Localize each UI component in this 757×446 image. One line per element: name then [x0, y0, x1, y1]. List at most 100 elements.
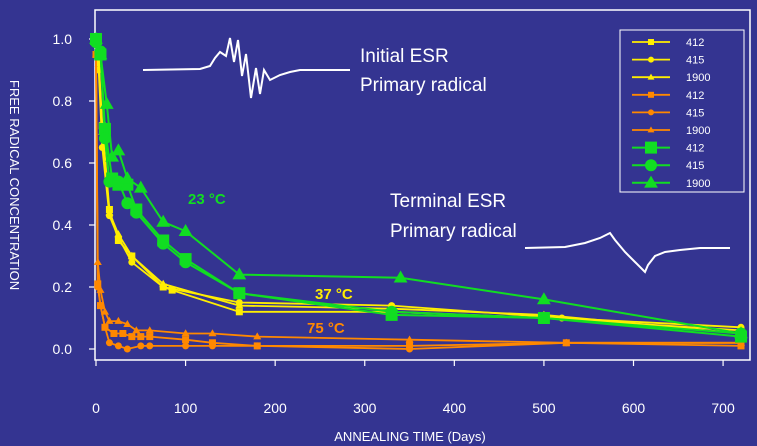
- point-7-7: [157, 237, 170, 250]
- point-5-3: [100, 307, 109, 315]
- legend-frame: [619, 29, 745, 193]
- x-tick-label-3: 300: [353, 400, 377, 416]
- point-2-3: [105, 208, 114, 216]
- y-tick-label-5: 1.0: [53, 31, 73, 47]
- annotation-initial-primary-radical: Primary radical: [360, 75, 487, 96]
- point-5-11: [253, 332, 262, 340]
- point-4-2: [96, 302, 104, 310]
- legend-label-3: 412: [686, 90, 704, 102]
- point-5-13: [562, 338, 571, 346]
- point-5-6: [123, 320, 132, 327]
- legend-label-2: 1900: [686, 72, 710, 84]
- point-8-5: [120, 171, 135, 184]
- annotation-terminal-primary-radical: Primary radical: [390, 221, 517, 242]
- point-4-10: [208, 342, 216, 350]
- annotation-37c: 37 °C: [315, 286, 353, 303]
- legend-label-7: 415: [686, 160, 704, 172]
- point-4-4: [105, 339, 113, 347]
- point-3-9: [182, 336, 190, 344]
- legend-marker-0: [648, 39, 654, 45]
- point-5-2: [96, 285, 105, 293]
- x-tick-label-7: 700: [711, 400, 735, 416]
- point-5-4: [105, 316, 114, 324]
- point-8-6: [133, 180, 148, 193]
- point-7-2: [98, 132, 111, 145]
- point-7-9: [233, 287, 246, 300]
- point-4-7: [137, 342, 145, 350]
- y-tick-label-1: 0.2: [53, 279, 73, 295]
- legend-label-6: 412: [686, 143, 704, 155]
- point-4-8: [146, 342, 154, 350]
- x-axis-title: ANNEALING TIME (Days): [334, 429, 485, 444]
- point-7-11: [537, 312, 550, 324]
- point-7-10: [385, 305, 398, 318]
- point-6-5: [121, 178, 134, 191]
- point-3-5: [119, 330, 127, 337]
- point-8-9: [232, 267, 247, 280]
- point-8-0: [89, 31, 103, 44]
- point-8-8: [178, 224, 193, 236]
- point-4-5: [114, 342, 122, 350]
- legend-marker-8: [644, 175, 658, 188]
- point-2-7: [235, 301, 244, 309]
- x-tick-label-0: 0: [92, 400, 100, 416]
- x-tick-label-6: 600: [622, 400, 646, 416]
- point-5-12: [405, 335, 414, 343]
- point-8-3: [105, 149, 120, 162]
- point-8-10: [393, 270, 408, 283]
- x-tick-label-1: 100: [174, 400, 198, 416]
- y-tick-label-4: 0.8: [53, 93, 73, 109]
- point-7-4: [112, 175, 125, 188]
- point-8-1: [93, 47, 108, 60]
- point-7-8: [179, 256, 192, 269]
- point-5-5: [114, 316, 123, 324]
- legend-label-0: 412: [686, 37, 704, 49]
- legend-marker-2: [647, 73, 655, 80]
- point-4-3: [101, 323, 109, 331]
- point-2-4: [114, 230, 123, 238]
- point-3-4: [110, 330, 118, 337]
- point-5-9: [181, 329, 190, 337]
- terminal-esr-waveform: [524, 231, 730, 274]
- point-7-5: [121, 197, 134, 210]
- x-tick-label-5: 500: [532, 400, 556, 416]
- annotation-75c: 75 °C: [307, 320, 345, 337]
- point-4-6: [123, 345, 131, 353]
- legend-marker-5: [647, 126, 655, 133]
- y-tick-label-0: 0.0: [53, 341, 73, 357]
- y-tick-label-2: 0.4: [53, 217, 73, 233]
- point-8-7: [156, 214, 171, 227]
- series-layer: [89, 31, 748, 353]
- point-3-8: [146, 333, 154, 341]
- initial-esr-waveform: [142, 37, 350, 99]
- legend-marker-3: [648, 91, 654, 98]
- annotation-23c: 23 °C: [188, 191, 226, 208]
- tick-group: 0 100 200 300 400 500 600 700 0.0 0.2 0.4 0.6 0.8 1.0: [53, 31, 735, 416]
- series-5: [91, 50, 746, 346]
- legend-marker-6: [645, 141, 657, 154]
- legend-label-5: 1900: [686, 125, 710, 137]
- point-0-8: [235, 308, 243, 316]
- point-8-2: [99, 96, 114, 109]
- plot-frame: [94, 9, 751, 361]
- point-3-6: [128, 333, 136, 341]
- point-5-7: [132, 326, 141, 334]
- point-8-12: [734, 326, 748, 339]
- point-8-11: [537, 292, 551, 305]
- y-tick-label-3: 0.6: [53, 155, 73, 171]
- point-4-12: [406, 345, 414, 353]
- point-8-4: [111, 143, 126, 156]
- point-4-9: [182, 342, 190, 350]
- legend-items: 412 415 1900 412 415 1900 412 415 1900: [632, 37, 710, 190]
- point-0-7: [168, 286, 176, 294]
- annotation-terminal-esr: Terminal ESR: [390, 191, 506, 212]
- legend-marker-1: [648, 56, 654, 63]
- point-1-5: [128, 258, 136, 266]
- legend: 412 415 1900 412 415 1900 412 415 1900: [619, 29, 745, 193]
- legend-label-4: 415: [686, 107, 704, 119]
- y-axis-title: FREE RADICAL CONCENTRATION: [7, 80, 22, 290]
- legend-marker-7: [645, 159, 657, 172]
- point-2-5: [127, 251, 136, 259]
- legend-label-8: 1900: [686, 178, 710, 190]
